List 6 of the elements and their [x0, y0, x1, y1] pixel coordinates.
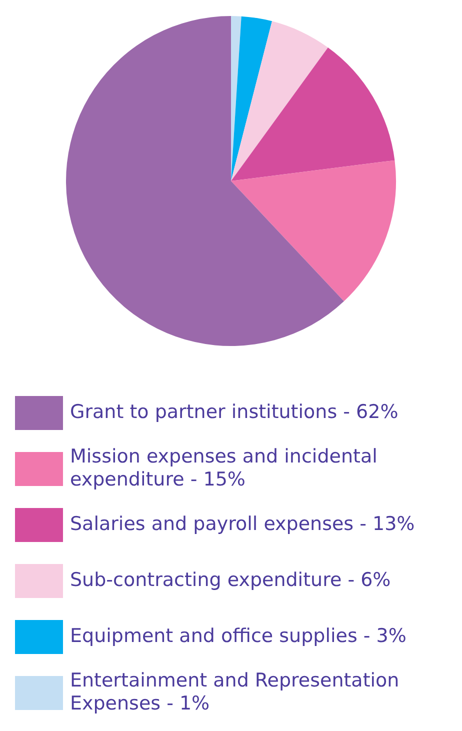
legend-label: Entertainment and Representation Expenses - 1%: [70, 669, 400, 714]
legend-label: Salaries and payroll expenses - 13%: [70, 512, 415, 535]
legend-label: Equipment and office supplies - 3%: [70, 624, 406, 647]
legend-label: Sub-contracting expenditure - 6%: [70, 568, 391, 591]
legend-label: Grant to partner institutions - 62%: [70, 400, 398, 423]
legend-label: Mission expenses and incidental expenditure - 15%: [70, 445, 378, 490]
